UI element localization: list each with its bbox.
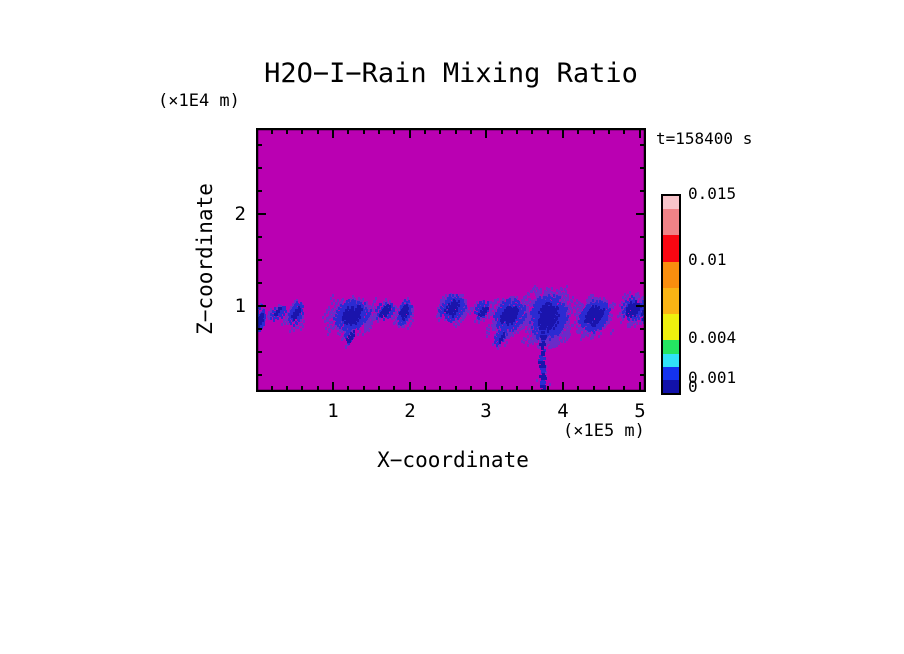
colorbar-segment <box>663 196 679 209</box>
colorbar-label-0.004: 0.004 <box>688 328 737 347</box>
colorbar-segment <box>663 235 679 262</box>
time-annotation: t=158400 s <box>656 129 753 148</box>
rain-speckles-fringe <box>256 285 646 388</box>
x-axis-label: X−coordinate <box>377 448 529 472</box>
colorbar-label-0.001: 0.001 <box>688 368 737 387</box>
chart-title: H2O−I−Rain Mixing Ratio <box>264 58 638 89</box>
colorbar-segment <box>663 262 679 288</box>
colorbar-segment <box>663 380 679 393</box>
z-tick-label-1: 1 <box>234 295 246 317</box>
z-axis-label: Z−coordinate <box>193 183 217 335</box>
colorbar-label-0.015: 0.015 <box>688 184 737 203</box>
colorbar-segment <box>663 288 679 314</box>
colorbar-segment <box>663 354 679 367</box>
rain-speckles-core <box>256 299 646 392</box>
x-tick-label-1: 1 <box>327 400 339 422</box>
colorbar-segment <box>663 314 679 340</box>
plot-area <box>256 128 646 392</box>
colorbar-label-0: 0 <box>688 377 698 396</box>
colorbar-segment <box>663 209 679 235</box>
z-tick-label-2: 2 <box>234 203 246 225</box>
x-tick-label-2: 2 <box>404 400 416 422</box>
z-axis-unit-label: (×1E4 m) <box>158 91 240 111</box>
colorbar-label-0.01: 0.01 <box>688 250 727 269</box>
colorbar <box>661 194 681 395</box>
x-tick-label-5: 5 <box>634 400 646 422</box>
axis-tick-marks <box>256 128 646 392</box>
x-axis-unit-label: (×1E5 m) <box>563 421 645 441</box>
heatmap-background <box>256 128 646 392</box>
colorbar-segment <box>663 367 679 380</box>
colorbar-segment <box>663 340 679 354</box>
x-tick-label-4: 4 <box>557 400 569 422</box>
x-tick-label-3: 3 <box>480 400 492 422</box>
plot-border <box>256 128 646 392</box>
